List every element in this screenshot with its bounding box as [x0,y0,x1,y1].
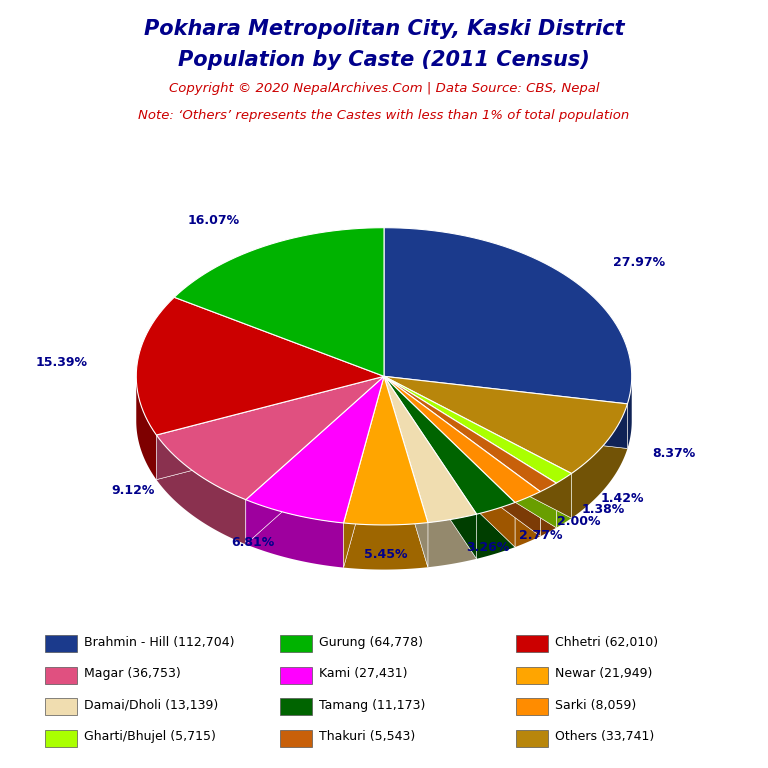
Polygon shape [157,435,246,545]
Text: 1.42%: 1.42% [600,492,644,505]
Polygon shape [384,376,477,559]
Bar [45,635,77,652]
Text: 1.38%: 1.38% [581,503,624,516]
Text: Copyright © 2020 NepalArchives.Com | Data Source: CBS, Nepal: Copyright © 2020 NepalArchives.Com | Dat… [169,82,599,95]
Text: Newar (21,949): Newar (21,949) [554,667,652,680]
Polygon shape [384,376,515,547]
Polygon shape [384,376,571,483]
Polygon shape [556,474,571,528]
Polygon shape [174,227,384,376]
Bar [45,667,77,684]
Polygon shape [384,227,632,404]
Text: Pokhara Metropolitan City, Kaski District: Pokhara Metropolitan City, Kaski Distric… [144,19,624,39]
Polygon shape [136,376,157,480]
Polygon shape [343,376,428,525]
Polygon shape [384,376,428,568]
Polygon shape [384,376,571,518]
Polygon shape [384,376,556,492]
Bar [516,667,548,684]
Polygon shape [246,376,384,545]
Polygon shape [157,376,384,480]
Polygon shape [384,376,477,559]
Polygon shape [246,376,384,523]
Text: 5.45%: 5.45% [364,548,408,561]
Text: 15.39%: 15.39% [35,356,88,369]
Bar [45,698,77,715]
Polygon shape [384,376,541,536]
Polygon shape [384,376,556,528]
Text: Gurung (64,778): Gurung (64,778) [319,636,423,649]
Bar [280,667,312,684]
Text: Chhetri (62,010): Chhetri (62,010) [554,636,658,649]
Polygon shape [384,376,541,502]
Polygon shape [384,376,477,522]
Text: 6.81%: 6.81% [231,535,274,548]
Text: 9.12%: 9.12% [112,484,155,497]
Polygon shape [384,376,627,474]
Text: 3.26%: 3.26% [466,541,509,554]
Polygon shape [541,483,556,536]
Text: 16.07%: 16.07% [188,214,240,227]
Polygon shape [384,376,571,518]
Text: Sarki (8,059): Sarki (8,059) [554,699,636,712]
Polygon shape [515,492,541,547]
Polygon shape [384,376,515,515]
Text: Tamang (11,173): Tamang (11,173) [319,699,425,712]
Text: Population by Caste (2011 Census): Population by Caste (2011 Census) [178,50,590,70]
Polygon shape [384,376,541,536]
Bar [516,698,548,715]
Text: 2.00%: 2.00% [557,515,601,528]
Text: Kami (27,431): Kami (27,431) [319,667,408,680]
Polygon shape [571,404,627,518]
Polygon shape [157,376,384,500]
Text: Thakuri (5,543): Thakuri (5,543) [319,730,415,743]
Text: 2.77%: 2.77% [518,529,562,542]
Polygon shape [384,376,428,568]
Polygon shape [157,376,384,480]
Bar [280,635,312,652]
Polygon shape [384,376,627,449]
Bar [45,730,77,746]
Text: 8.37%: 8.37% [652,447,695,460]
Bar [516,635,548,652]
Polygon shape [627,376,632,449]
Polygon shape [428,515,477,568]
Bar [280,730,312,746]
Text: Gharti/Bhujel (5,715): Gharti/Bhujel (5,715) [84,730,216,743]
Bar [280,698,312,715]
Polygon shape [343,376,384,568]
Text: Magar (36,753): Magar (36,753) [84,667,180,680]
Polygon shape [477,502,515,559]
Polygon shape [343,522,428,570]
Polygon shape [384,376,556,528]
Text: Brahmin - Hill (112,704): Brahmin - Hill (112,704) [84,636,234,649]
Text: Damai/Dholi (13,139): Damai/Dholi (13,139) [84,699,218,712]
Text: Others (33,741): Others (33,741) [554,730,654,743]
Polygon shape [384,376,627,449]
Polygon shape [246,376,384,545]
Text: 27.97%: 27.97% [613,256,665,269]
Bar [516,730,548,746]
Polygon shape [343,376,384,568]
Polygon shape [384,376,515,547]
Text: Note: ‘Others’ represents the Castes with less than 1% of total population: Note: ‘Others’ represents the Castes wit… [138,109,630,122]
Polygon shape [136,297,384,435]
Polygon shape [246,500,343,568]
